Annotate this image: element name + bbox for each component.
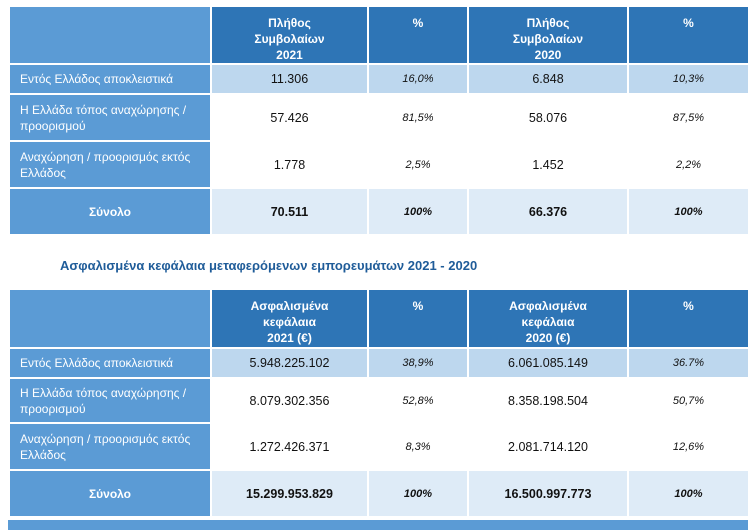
header-line: κεφάλαια	[263, 315, 316, 329]
header-line: Ασφαλισμένα	[250, 299, 329, 313]
row-label: Αναχώρηση / προορισμός εκτός Ελλάδος	[8, 140, 212, 189]
report-page: Πλήθος Συμβολαίων 2021 % Πλήθος Συμβολαί…	[0, 5, 755, 530]
table-row: Η Ελλάδα τόπος αναχώρησης / προορισμού 8…	[8, 377, 750, 424]
total-value-2021: 70.511	[210, 187, 369, 236]
header-line: 2020 (€)	[525, 331, 571, 345]
contracts-count-table: Πλήθος Συμβολαίων 2021 % Πλήθος Συμβολαί…	[8, 5, 750, 236]
value-2021-cell: 1.778	[210, 140, 369, 189]
header-line: Συμβολαίων	[254, 32, 325, 46]
header-percent-2020: %	[627, 5, 750, 65]
header-count-2020: Πλήθος Συμβολαίων 2020	[467, 5, 629, 65]
table-row: Αναχώρηση / προορισμός εκτός Ελλάδος 1.2…	[8, 422, 750, 471]
row-label: Εντός Ελλάδος αποκλειστικά	[8, 347, 212, 379]
header-line: Πλήθος	[526, 16, 570, 30]
row-label: Εντός Ελλάδος αποκλειστικά	[8, 63, 212, 95]
percent-2021-cell: 52,8%	[367, 377, 469, 424]
total-percent-2020: 100%	[627, 469, 750, 518]
row-label: Η Ελλάδα τόπος αναχώρησης / προορισμού	[8, 93, 212, 142]
header-count-2021: Πλήθος Συμβολαίων 2021	[210, 5, 369, 65]
row-label: Η Ελλάδα τόπος αναχώρησης / προορισμού	[8, 377, 212, 424]
value-2021-cell: 57.426	[210, 93, 369, 142]
table-header-row: Πλήθος Συμβολαίων 2021 % Πλήθος Συμβολαί…	[8, 5, 750, 65]
header-capital-2020: Ασφαλισμένα κεφάλαια 2020 (€)	[467, 288, 629, 349]
total-value-2021: 15.299.953.829	[210, 469, 369, 518]
header-line: Ασφαλισμένα	[509, 299, 587, 313]
total-percent-2020: 100%	[627, 187, 750, 236]
value-2021-cell: 5.948.225.102	[210, 347, 369, 379]
value-2021-cell: 8.079.302.356	[210, 377, 369, 424]
total-percent-2021: 100%	[367, 187, 469, 236]
value-2020-cell: 58.076	[467, 93, 629, 142]
header-line: 2021	[276, 48, 303, 62]
percent-2020-cell: 2,2%	[627, 140, 750, 189]
table-row: Αναχώρηση / προορισμός εκτός Ελλάδος 1.7…	[8, 140, 750, 189]
percent-2020-cell: 36.7%	[627, 347, 750, 379]
percent-2020-cell: 87,5%	[627, 93, 750, 142]
value-2020-cell: 2.081.714.120	[467, 422, 629, 471]
percent-2020-cell: 50,7%	[627, 377, 750, 424]
percent-2021-cell: 2,5%	[367, 140, 469, 189]
total-label: Σύνολο	[8, 469, 212, 518]
percent-2020-cell: 10,3%	[627, 63, 750, 95]
header-line: 2020	[534, 48, 562, 62]
total-label: Σύνολο	[8, 187, 212, 236]
row-label: Αναχώρηση / προορισμός εκτός Ελλάδος	[8, 422, 212, 471]
total-row: Σύνολο 15.299.953.829 100% 16.500.997.77…	[8, 469, 750, 518]
table-header-row: Ασφαλισμένα κεφάλαια 2021 (€) % Ασφαλισμ…	[8, 288, 750, 349]
corner-cell	[8, 288, 212, 349]
percent-2020-cell: 12,6%	[627, 422, 750, 471]
insured-capital-table: Ασφαλισμένα κεφάλαια 2021 (€) % Ασφαλισμ…	[8, 288, 750, 518]
table-row: Εντός Ελλάδος αποκλειστικά 5.948.225.102…	[8, 347, 750, 379]
header-line: κεφάλαια	[521, 315, 575, 329]
total-row: Σύνολο 70.511 100% 66.376 100%	[8, 187, 750, 236]
value-2020-cell: 6.061.085.149	[467, 347, 629, 379]
corner-cell	[8, 5, 212, 65]
header-capital-2021: Ασφαλισμένα κεφάλαια 2021 (€)	[210, 288, 369, 349]
header-percent-2021: %	[367, 5, 469, 65]
total-value-2020: 66.376	[467, 187, 629, 236]
header-line: Πλήθος	[268, 16, 311, 30]
percent-2021-cell: 8,3%	[367, 422, 469, 471]
value-2020-cell: 6.848	[467, 63, 629, 95]
header-line: 2021 (€)	[267, 331, 312, 345]
section-title: Ασφαλισμένα κεφάλαια μεταφερόμενων εμπορ…	[60, 258, 478, 273]
percent-2021-cell: 81,5%	[367, 93, 469, 142]
header-percent-2020: %	[627, 288, 750, 349]
total-value-2020: 16.500.997.773	[467, 469, 629, 518]
value-2021-cell: 1.272.426.371	[210, 422, 369, 471]
value-2020-cell: 1.452	[467, 140, 629, 189]
value-2020-cell: 8.358.198.504	[467, 377, 629, 424]
total-percent-2021: 100%	[367, 469, 469, 518]
percent-2021-cell: 16,0%	[367, 63, 469, 95]
header-line: Συμβολαίων	[512, 32, 584, 46]
percent-2021-cell: 38,9%	[367, 347, 469, 379]
value-2021-cell: 11.306	[210, 63, 369, 95]
table-footer-bar	[8, 520, 748, 530]
header-percent-2021: %	[367, 288, 469, 349]
table-row: Η Ελλάδα τόπος αναχώρησης / προορισμού 5…	[8, 93, 750, 142]
table-row: Εντός Ελλάδος αποκλειστικά 11.306 16,0% …	[8, 63, 750, 95]
